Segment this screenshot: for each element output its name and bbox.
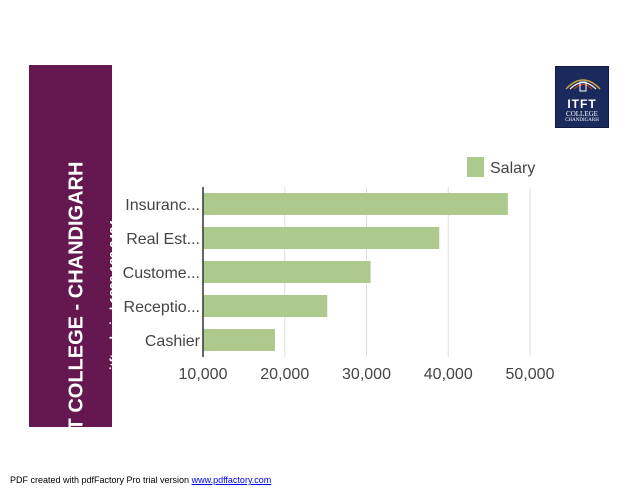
x-tick-label: 10,000 bbox=[179, 366, 228, 383]
footer-link[interactable]: www.pdffactory.com bbox=[191, 475, 272, 485]
x-tick-label: 40,000 bbox=[424, 366, 473, 383]
category-label: Receptio... bbox=[124, 299, 200, 316]
category-label: Custome... bbox=[123, 265, 200, 282]
logo-name: ITFT bbox=[567, 97, 597, 111]
legend-swatch bbox=[467, 157, 484, 177]
footer-text: PDF created with pdfFactory Pro trial ve… bbox=[10, 475, 192, 485]
bar bbox=[203, 295, 328, 317]
college-logo: ITFT COLLEGE CHANDIGARH bbox=[555, 66, 609, 128]
category-label: Insuranc... bbox=[125, 197, 200, 214]
x-tick-label: 50,000 bbox=[506, 366, 555, 383]
bar bbox=[203, 261, 371, 283]
category-label: Cashier bbox=[145, 333, 201, 350]
legend-label: Salary bbox=[490, 160, 535, 177]
bar bbox=[203, 193, 508, 215]
bar bbox=[203, 329, 275, 351]
category-label: Real Est... bbox=[126, 231, 200, 248]
sidebar-banner: ITFT COLLEGE - CHANDIGARH www.itft.edu.i… bbox=[29, 65, 122, 460]
x-tick-label: 20,000 bbox=[260, 366, 309, 383]
bar bbox=[203, 227, 440, 249]
logo-line3: CHANDIGARH bbox=[565, 118, 599, 123]
footer-note: PDF created with pdfFactory Pro trial ve… bbox=[10, 475, 271, 485]
logo-emblem-icon bbox=[565, 79, 601, 92]
logo-line2: COLLEGE bbox=[566, 110, 598, 118]
x-tick-label: 30,000 bbox=[342, 366, 391, 383]
